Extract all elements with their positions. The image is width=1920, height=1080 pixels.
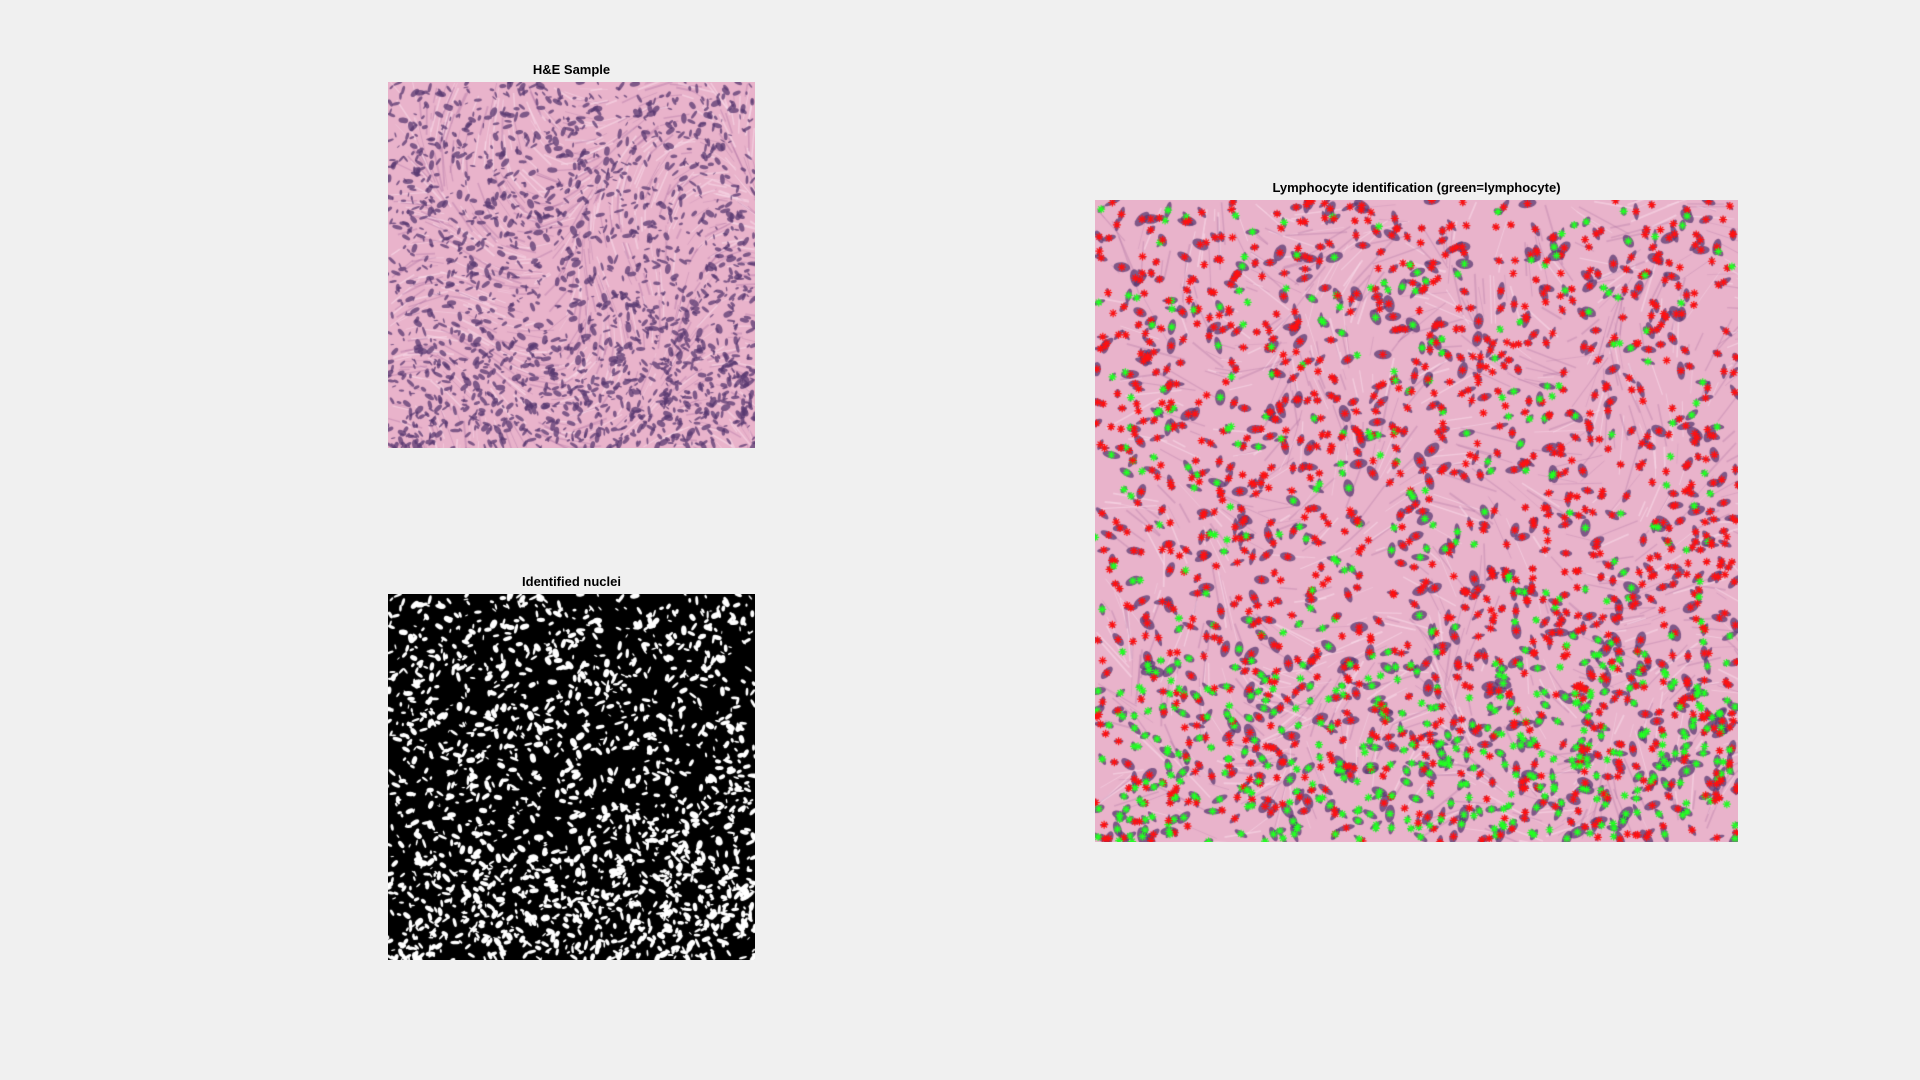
nuclei-mask-axes: Identified nuclei (388, 574, 755, 960)
nuclei-mask-title: Identified nuclei (522, 574, 621, 589)
lymphocyte-title: Lymphocyte identification (green=lymphoc… (1272, 180, 1561, 195)
nuclei-mask-image (388, 594, 755, 960)
he-sample-image (388, 82, 755, 448)
he-sample-title: H&E Sample (532, 62, 611, 77)
he-sample-axes: H&E Sample (388, 62, 755, 448)
lymphocyte-axes: Lymphocyte identification (green=lymphoc… (1095, 180, 1738, 842)
lymphocyte-overlay-image (1095, 200, 1738, 842)
